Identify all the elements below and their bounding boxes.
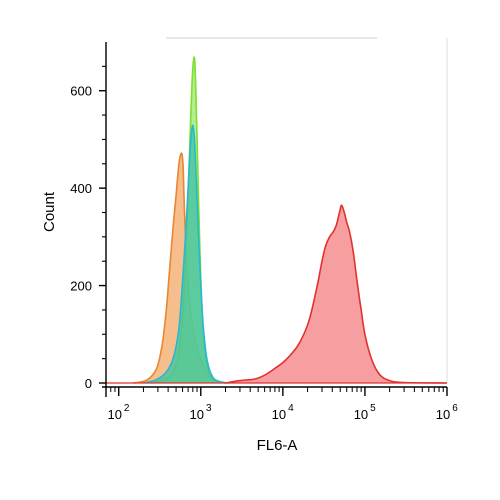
y-tick-label: 0 bbox=[85, 376, 92, 391]
x-tick-exponent: 4 bbox=[288, 403, 294, 414]
histogram-series-4-fill bbox=[225, 205, 447, 383]
y-tick-label: 400 bbox=[70, 181, 92, 196]
x-axis-label: FL6-A bbox=[257, 437, 298, 454]
x-tick-exponent: 3 bbox=[206, 403, 212, 414]
x-tick-exponent: 5 bbox=[370, 403, 376, 414]
x-tick-exponent: 2 bbox=[124, 403, 130, 414]
plot-frame bbox=[166, 37, 448, 383]
y-tick-label: 600 bbox=[70, 84, 92, 99]
x-tick-label: 10 bbox=[107, 407, 121, 422]
histogram-series-3-fill bbox=[143, 125, 229, 384]
histogram-series-1-fill bbox=[133, 153, 226, 383]
x-tick-label: 10 bbox=[354, 407, 368, 422]
x-tick-label: 10 bbox=[436, 407, 450, 422]
x-tick-label: 10 bbox=[190, 407, 204, 422]
y-axis-label: Count bbox=[41, 191, 58, 232]
histogram-series-group bbox=[106, 56, 448, 384]
y-tick-label: 200 bbox=[70, 279, 92, 294]
x-tick-exponent: 6 bbox=[452, 403, 458, 414]
histogram-series-3-line bbox=[143, 124, 230, 384]
histogram-series-4-line bbox=[225, 204, 448, 384]
x-tick-label: 10 bbox=[272, 407, 286, 422]
